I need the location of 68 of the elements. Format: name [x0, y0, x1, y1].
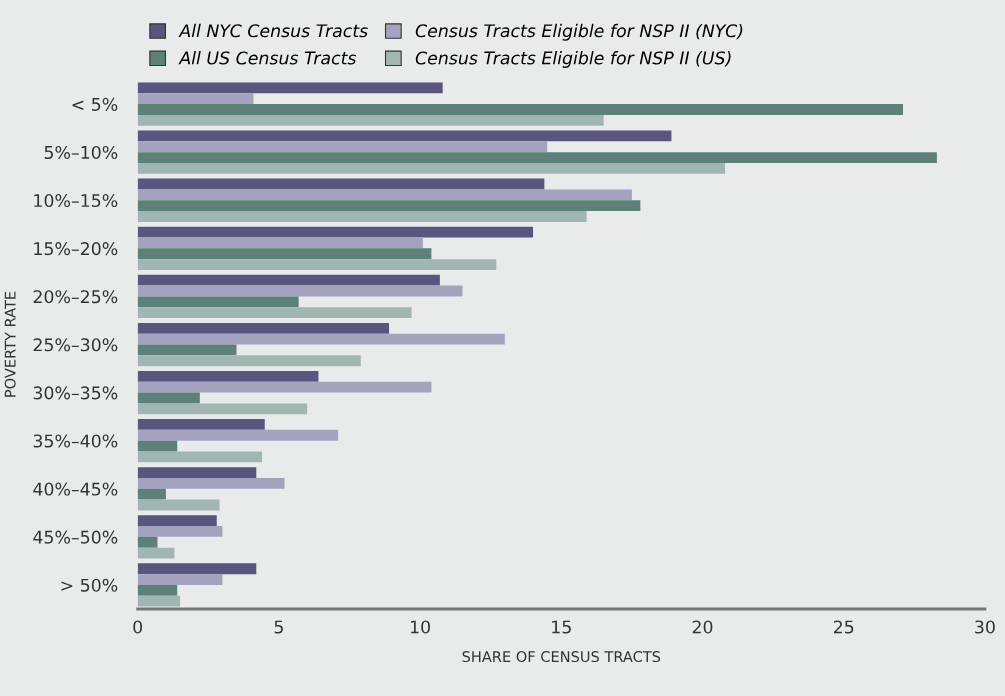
bar: [137, 381, 432, 393]
bar: [137, 322, 390, 334]
bar: [137, 488, 166, 500]
bar: [137, 274, 440, 286]
y-tick-label: 5%–10%: [44, 145, 118, 160]
bar: [137, 451, 262, 463]
bar: [137, 419, 265, 430]
bar: [137, 141, 548, 153]
y-tick-label: 30%–35%: [33, 386, 118, 400]
bar: [137, 82, 443, 94]
y-tick-label: 15%–20%: [34, 242, 118, 256]
y-tick-label: 25%–30%: [33, 338, 118, 352]
bar: [137, 515, 217, 527]
bar: [137, 536, 158, 548]
bar: [137, 226, 534, 238]
bar: [137, 130, 672, 142]
bar: [137, 248, 432, 260]
bar: [137, 344, 237, 356]
bar: [137, 333, 505, 345]
legend-label: All NYC Census Tracts: [178, 23, 368, 38]
bar: [137, 355, 361, 367]
bar: [137, 259, 497, 270]
legend-label: Census Tracts Eligible for NSP II (NYC): [415, 23, 743, 41]
x-tick-label: 15: [552, 620, 571, 634]
bar: [137, 189, 632, 201]
bar: [137, 114, 604, 126]
bar: [137, 162, 726, 174]
x-tick-label: 25: [833, 620, 854, 634]
x-tick-label: 10: [410, 620, 430, 634]
x-tick-label: 20: [692, 620, 713, 634]
y-tick-label: 10%–15%: [34, 193, 118, 208]
bar: [137, 499, 220, 511]
bar: [137, 307, 412, 319]
bar: [137, 178, 545, 190]
bar: [137, 392, 200, 404]
bar: [137, 574, 223, 585]
bar: [137, 152, 937, 163]
bar: [137, 296, 299, 308]
y-tick-label: 40%–45%: [33, 482, 118, 496]
bar: [137, 584, 178, 596]
bar: [137, 237, 423, 249]
x-tick-label: 5: [274, 620, 283, 634]
bar: [137, 403, 308, 415]
bar: [137, 93, 254, 105]
x-tick-label: 30: [975, 620, 995, 634]
bar: [137, 440, 178, 452]
y-tick-label: > 50%: [61, 578, 118, 592]
bar: [137, 526, 223, 537]
bar: [137, 563, 257, 575]
bar: [137, 477, 285, 489]
bar: [137, 429, 339, 441]
bar: [137, 104, 903, 115]
bar: [137, 200, 641, 212]
y-tick-label: 35%–40%: [33, 434, 118, 448]
bar: [137, 370, 319, 382]
bar: [137, 467, 257, 478]
legend-label: Census Tracts Eligible for NSP II (US): [415, 51, 731, 68]
y-tick-label: < 5%: [72, 97, 118, 111]
y-tick-label: 45%–50%: [33, 530, 118, 544]
legend-label: All US Census Tracts: [178, 51, 357, 65]
bar: [137, 547, 175, 559]
bar: [137, 211, 587, 222]
x-tick-label: 0: [133, 620, 143, 634]
x-axis-title: SHARE OF CENSUS TRACTS: [462, 651, 661, 663]
bar: [137, 595, 181, 607]
bar: [137, 285, 463, 297]
y-axis-title: POVERTY RATE: [4, 291, 16, 397]
y-tick-label: 20%–25%: [33, 290, 118, 304]
